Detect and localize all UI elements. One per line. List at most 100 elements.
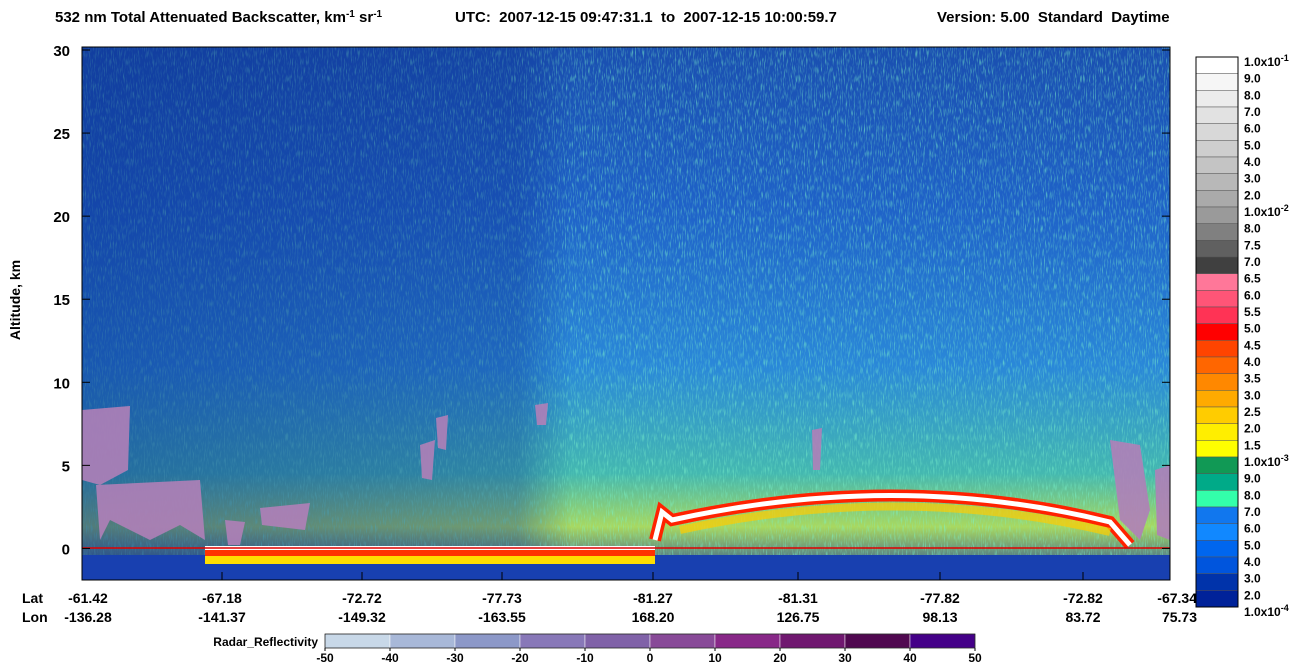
colorbar-bin [1195, 223, 1239, 241]
colorbar-bin [1195, 373, 1239, 391]
radar-colorbar-bin [714, 633, 781, 649]
colorbar-bin [1195, 190, 1239, 208]
colorbar-bin [1195, 590, 1239, 608]
colorbar-bin [1195, 240, 1239, 258]
colorbar-label: 2.0 [1244, 588, 1261, 602]
radar-tick-label: -20 [511, 651, 529, 665]
x-tick-label: -67.34 [1157, 590, 1197, 606]
colorbar-label: 4.0 [1244, 355, 1261, 369]
colorbar-label: 4.0 [1244, 155, 1261, 169]
radar-colorbar-bin [454, 633, 521, 649]
shade [82, 47, 1170, 580]
radar-colorbar-bin [324, 633, 391, 649]
radar-tick-label: 20 [773, 651, 787, 665]
colorbar-label-text: 1.0x10 [1244, 605, 1281, 619]
surface-return [205, 548, 655, 558]
x-tick-label: 75.73 [1162, 609, 1197, 625]
x-tick-label: -149.32 [338, 609, 386, 625]
lat-label: Lat [22, 590, 43, 606]
colorbar-label: 5.0 [1244, 538, 1261, 552]
colorbar-bin [1195, 90, 1239, 108]
colorbar-bin [1195, 540, 1239, 558]
y-tick-label: 10 [53, 375, 70, 392]
x-tick-label: -81.27 [633, 590, 673, 606]
radar-colorbar-bin [389, 633, 456, 649]
version: Version: 5.00 Standard Daytime [937, 9, 1170, 26]
colorbar-bin [1195, 456, 1239, 474]
colorbar-label: 4.0 [1244, 555, 1261, 569]
colorbar-label: 2.0 [1244, 188, 1261, 202]
colorbar-label: 1.0x10-3 [1244, 453, 1289, 469]
colorbar-label-text: 1.0x10 [1244, 455, 1281, 469]
colorbar-label: 2.0 [1244, 422, 1261, 436]
radar-tick-label: 0 [647, 651, 654, 665]
y-tick-label: 30 [53, 43, 70, 60]
title-part: sr [355, 9, 374, 26]
colorbar-bin [1195, 123, 1239, 141]
colorbar-label-sup: -2 [1281, 203, 1289, 213]
title-part: -1 [373, 9, 382, 20]
colorbar-label: 3.0 [1244, 388, 1261, 402]
radar-colorbar-bin [844, 633, 911, 649]
colorbar-label-sup: -4 [1281, 603, 1289, 613]
colorbar-bin [1195, 206, 1239, 224]
surface-return [679, 502, 1111, 536]
colorbar-label: 5.0 [1244, 138, 1261, 152]
y-axis-title: Altitude, km [7, 260, 23, 340]
colorbar-label: 7.0 [1244, 255, 1261, 269]
colorbar-label: 6.0 [1244, 288, 1261, 302]
colorbar-bin [1195, 356, 1239, 374]
colorbar-bin [1195, 556, 1239, 574]
colorbar-label: 1.0x10-1 [1244, 53, 1289, 69]
colorbar-label: 9.0 [1244, 472, 1261, 486]
title-part: 532 nm Total Attenuated Backscatter, km [55, 9, 346, 26]
x-tick-label: -81.31 [778, 590, 818, 606]
colorbar-label: 8.0 [1244, 88, 1261, 102]
colorbar-label: 7.0 [1244, 105, 1261, 119]
radar-tick-label: -30 [446, 651, 464, 665]
colorbar-label-text: 1.0x10 [1244, 55, 1281, 69]
x-tick-label: -67.18 [202, 590, 242, 606]
radar-colorbar-bin [519, 633, 586, 649]
colorbar-bin [1195, 156, 1239, 174]
colorbar-bin [1195, 306, 1239, 324]
radar-colorbar-bin [779, 633, 846, 649]
radar-tick-label: -50 [316, 651, 334, 665]
radar-cloud [82, 403, 1170, 545]
colorbar-label: 8.0 [1244, 488, 1261, 502]
x-tick-label: -72.82 [1063, 590, 1103, 606]
radar-tick-label: 30 [838, 651, 852, 665]
x-tick-label: 126.75 [777, 609, 820, 625]
colorbar-bin [1195, 506, 1239, 524]
colorbar-bin [1195, 140, 1239, 158]
colorbar-label: 6.0 [1244, 522, 1261, 536]
radar-colorbar-title: Radar_Reflectivity [213, 635, 318, 649]
y-tick-label: 5 [62, 458, 70, 475]
colorbar-label: 8.0 [1244, 222, 1261, 236]
colorbar-label: 3.5 [1244, 372, 1261, 386]
title-part: -1 [346, 9, 355, 20]
x-tick-label: -61.42 [68, 590, 108, 606]
colorbar-label: 6.5 [1244, 272, 1261, 286]
colorbar-label: 7.0 [1244, 505, 1261, 519]
colorbar-label: 4.5 [1244, 338, 1261, 352]
colorbar-bin [1195, 523, 1239, 541]
colorbar-label: 5.0 [1244, 322, 1261, 336]
colorbar-bin [1195, 273, 1239, 291]
surface-return [652, 493, 1132, 547]
x-tick-label: -136.28 [64, 609, 112, 625]
colorbar-label: 7.5 [1244, 238, 1261, 252]
y-tick-label: 20 [53, 209, 70, 226]
x-tick-label: 98.13 [922, 609, 957, 625]
colorbar-bin [1195, 73, 1239, 91]
x-tick-label: -163.55 [478, 609, 526, 625]
radar-tick-label: 50 [968, 651, 982, 665]
colorbar-label-sup: -3 [1281, 453, 1289, 463]
colorbar-label: 5.5 [1244, 305, 1261, 319]
colorbar-bin [1195, 406, 1239, 424]
radar-tick-label: -40 [381, 651, 399, 665]
colorbar-bin [1195, 256, 1239, 274]
colorbar-label: 1.5 [1244, 438, 1261, 452]
radar-tick-label: 40 [903, 651, 917, 665]
radar-colorbar-bin [649, 633, 716, 649]
